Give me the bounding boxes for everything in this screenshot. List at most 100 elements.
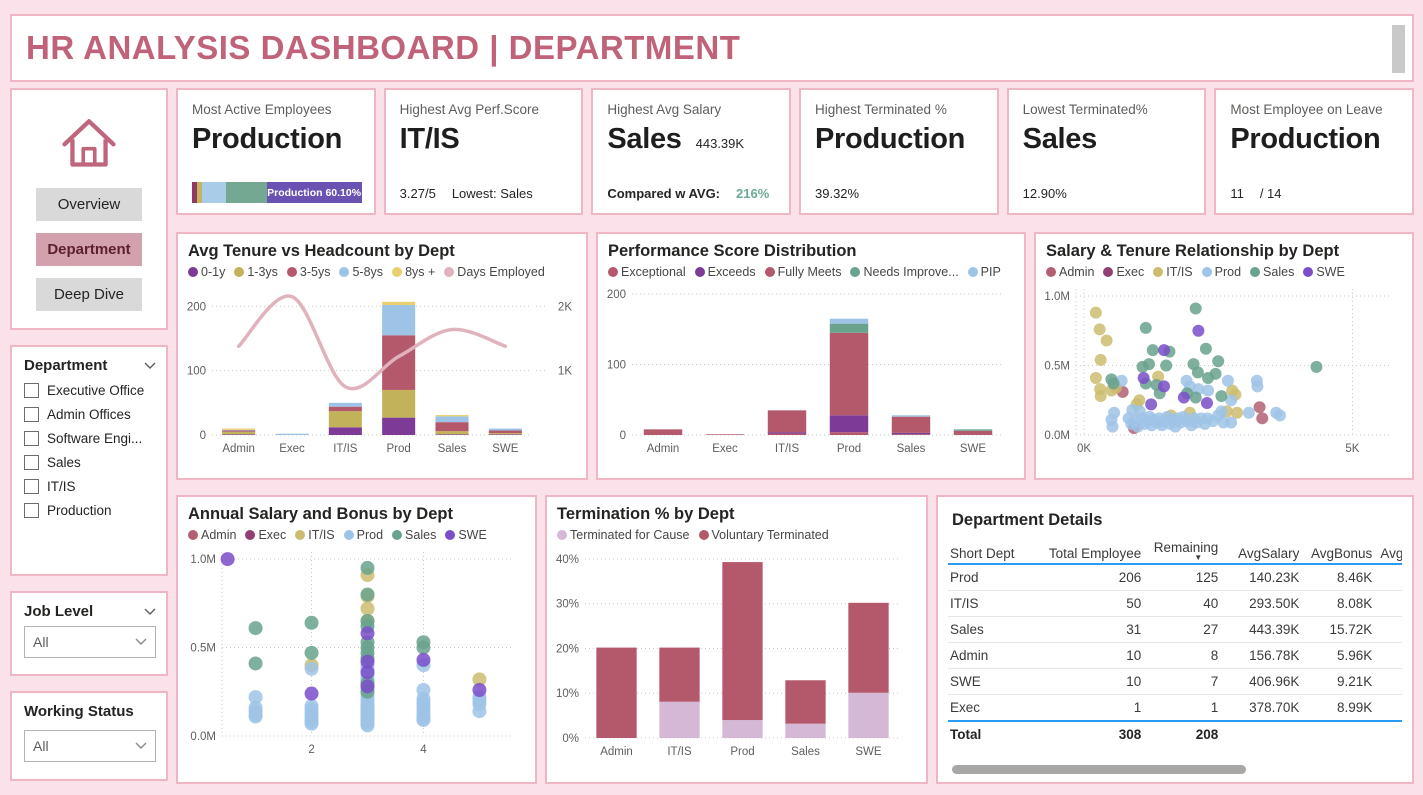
salary-bonus-scatter-chart[interactable]: 0.0M 0.5M 1.0M 2 4 — [178, 542, 523, 764]
legend-item[interactable]: 5-8ys — [339, 265, 383, 279]
bar-segment[interactable] — [643, 429, 683, 435]
data-point[interactable] — [1191, 366, 1204, 379]
data-point[interactable] — [1158, 344, 1171, 357]
job-level-select[interactable]: All — [24, 626, 156, 658]
bar-segment[interactable] — [435, 422, 469, 432]
bar-segment[interactable] — [848, 602, 889, 693]
legend-item[interactable]: Admin — [188, 528, 236, 542]
kpi-mini-stacked-bar[interactable]: Production 60.10% — [192, 182, 362, 203]
data-point[interactable] — [1202, 384, 1215, 397]
bar-segment[interactable] — [435, 415, 469, 417]
data-point[interactable] — [1189, 302, 1202, 315]
data-point[interactable] — [472, 672, 487, 687]
data-point[interactable] — [1200, 397, 1213, 410]
data-point[interactable] — [472, 704, 487, 719]
bar-segment[interactable] — [722, 562, 763, 721]
data-point[interactable] — [1106, 420, 1119, 433]
data-point[interactable] — [416, 713, 431, 728]
department-option-executive-office[interactable]: Executive Office — [24, 383, 156, 398]
data-point[interactable] — [304, 716, 319, 731]
legend-item[interactable]: Exceptional — [608, 265, 686, 279]
column-header-avg[interactable]: Avg — [1378, 536, 1402, 565]
data-point[interactable] — [360, 679, 375, 694]
legend-item[interactable]: 0-1y — [188, 265, 225, 279]
legend-item[interactable]: IT/IS — [295, 528, 335, 542]
termination-pct-chart[interactable]: 0% 10% 20% 30% 40% Admin IT/IS Prod Sales SWE — [547, 542, 914, 764]
bar-segment[interactable] — [328, 406, 362, 412]
legend-item[interactable]: Fully Meets — [764, 265, 841, 279]
avg-tenure-headcount-chart[interactable]: 0 100 200 Admin Exec IT/IS Prod Sales SWE 1K 2K — [178, 279, 574, 461]
data-point[interactable] — [1215, 390, 1228, 403]
table-row[interactable]: Exec 1 1 378.70K 8.99K — [948, 694, 1402, 722]
data-point[interactable] — [360, 654, 375, 669]
legend-item[interactable]: Sales — [1250, 265, 1294, 279]
bar-segment[interactable] — [659, 647, 700, 702]
bar-segment[interactable] — [767, 410, 807, 433]
legend-item[interactable]: Sales — [392, 528, 436, 542]
vertical-scrollbar-thumb[interactable] — [1392, 25, 1405, 73]
bar-segment[interactable] — [705, 434, 745, 435]
bar-segment[interactable] — [785, 680, 826, 724]
data-point[interactable] — [1253, 401, 1266, 414]
legend-item[interactable]: Terminated for Cause — [557, 528, 690, 542]
horizontal-scrollbar-thumb[interactable] — [952, 765, 1246, 774]
bar-segment[interactable] — [829, 432, 869, 435]
performance-score-chart[interactable]: 0 100 200 Admin Exec IT/IS Prod Sales SWE — [598, 279, 1012, 461]
data-point[interactable] — [1209, 367, 1222, 380]
checkbox[interactable] — [24, 455, 39, 470]
legend-item[interactable]: 8ys + — [392, 265, 435, 279]
legend-item[interactable]: Prod — [1201, 265, 1241, 279]
bar-segment[interactable] — [891, 434, 931, 435]
bar-segment[interactable] — [767, 432, 807, 434]
table-row[interactable]: IT/IS 50 40 293.50K 8.08K — [948, 590, 1402, 617]
legend-item[interactable]: PIP — [967, 265, 1001, 279]
table-row[interactable]: Admin 10 8 156.78K 5.96K — [948, 642, 1402, 669]
chevron-down-icon[interactable] — [144, 608, 156, 616]
department-filter-header[interactable]: Department — [24, 357, 156, 374]
data-point[interactable] — [1256, 412, 1269, 425]
bar-segment[interactable] — [722, 720, 763, 738]
data-point[interactable] — [1107, 377, 1120, 390]
legend-item[interactable]: Exceeds — [694, 265, 756, 279]
nav-button-overview[interactable]: Overview — [36, 188, 142, 221]
data-point[interactable] — [248, 656, 263, 671]
bar-segment[interactable] — [767, 433, 807, 435]
data-point[interactable] — [220, 552, 235, 567]
data-point[interactable] — [1100, 334, 1113, 347]
bar-segment[interactable] — [659, 701, 700, 738]
legend-item[interactable]: 1-3ys — [234, 265, 278, 279]
data-point[interactable] — [304, 661, 319, 676]
bar-segment[interactable] — [382, 389, 416, 418]
data-point[interactable] — [416, 652, 431, 667]
bar-segment[interactable] — [829, 323, 869, 333]
bar-segment[interactable] — [382, 305, 416, 336]
bar-segment[interactable] — [222, 431, 256, 435]
checkbox[interactable] — [24, 383, 39, 398]
bar-segment[interactable] — [488, 434, 522, 435]
home-icon[interactable] — [53, 104, 125, 176]
data-point[interactable] — [360, 587, 375, 602]
bar-segment[interactable] — [829, 318, 869, 324]
bar-segment[interactable] — [222, 430, 256, 432]
bar-segment[interactable] — [328, 411, 362, 428]
bar-segment[interactable] — [596, 647, 637, 738]
data-point[interactable] — [1212, 355, 1225, 368]
legend-item[interactable]: SWE — [1303, 265, 1345, 279]
department-option-it-is[interactable]: IT/IS — [24, 479, 156, 494]
data-point[interactable] — [1310, 360, 1323, 373]
data-point[interactable] — [1093, 323, 1106, 336]
table-row[interactable]: Sales 31 27 443.39K 15.72K — [948, 616, 1402, 643]
department-option-admin-offices[interactable]: Admin Offices — [24, 407, 156, 422]
bar-segment[interactable] — [222, 434, 256, 435]
data-point[interactable] — [1192, 324, 1205, 337]
job-level-filter-header[interactable]: Job Level — [24, 603, 156, 620]
table-row[interactable]: Prod 206 125 140.23K 8.46K — [948, 564, 1402, 591]
bar-segment[interactable] — [829, 332, 869, 416]
legend-item[interactable]: Voluntary Terminated — [698, 528, 829, 542]
data-point[interactable] — [248, 690, 263, 705]
bar-segment[interactable] — [848, 692, 889, 738]
chevron-down-icon[interactable] — [144, 362, 156, 370]
checkbox[interactable] — [24, 503, 39, 518]
bar-segment[interactable] — [829, 415, 869, 433]
data-point[interactable] — [1189, 391, 1202, 404]
